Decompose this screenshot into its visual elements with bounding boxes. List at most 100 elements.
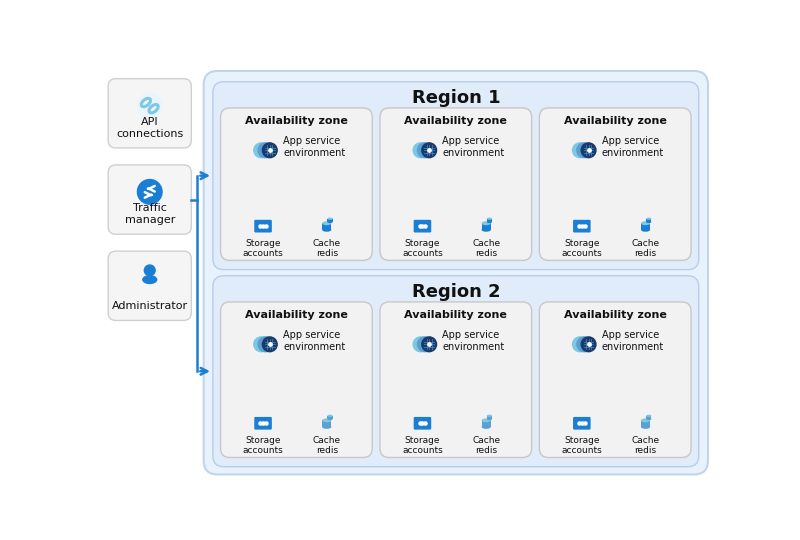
Text: Region 2: Region 2 bbox=[411, 284, 500, 301]
Text: Cache
redis: Cache redis bbox=[313, 239, 341, 258]
Ellipse shape bbox=[482, 418, 490, 422]
Circle shape bbox=[258, 143, 273, 158]
Circle shape bbox=[413, 337, 428, 352]
Text: App service
environment: App service environment bbox=[442, 330, 505, 352]
Ellipse shape bbox=[482, 221, 490, 225]
Circle shape bbox=[254, 143, 269, 158]
Circle shape bbox=[258, 337, 273, 352]
Circle shape bbox=[138, 93, 162, 118]
Text: Availability zone: Availability zone bbox=[404, 309, 507, 320]
FancyBboxPatch shape bbox=[380, 302, 532, 457]
Text: App service
environment: App service environment bbox=[442, 137, 505, 158]
Text: Availability zone: Availability zone bbox=[245, 116, 348, 126]
Text: Availability zone: Availability zone bbox=[245, 309, 348, 320]
Circle shape bbox=[573, 337, 587, 352]
Polygon shape bbox=[327, 219, 333, 222]
Circle shape bbox=[422, 337, 437, 352]
Ellipse shape bbox=[487, 418, 492, 420]
Text: Storage
accounts: Storage accounts bbox=[242, 239, 283, 258]
Polygon shape bbox=[322, 420, 331, 427]
FancyBboxPatch shape bbox=[539, 108, 691, 260]
Ellipse shape bbox=[143, 276, 157, 284]
FancyBboxPatch shape bbox=[108, 251, 191, 320]
Text: App service
environment: App service environment bbox=[602, 330, 664, 352]
FancyBboxPatch shape bbox=[221, 302, 372, 457]
Ellipse shape bbox=[641, 221, 650, 225]
Ellipse shape bbox=[327, 415, 333, 417]
Text: Availability zone: Availability zone bbox=[404, 116, 507, 126]
Circle shape bbox=[418, 143, 432, 158]
Text: App service
environment: App service environment bbox=[283, 330, 346, 352]
Ellipse shape bbox=[327, 418, 333, 420]
Polygon shape bbox=[322, 223, 331, 230]
FancyBboxPatch shape bbox=[380, 108, 532, 260]
Ellipse shape bbox=[646, 221, 651, 223]
Polygon shape bbox=[487, 219, 492, 222]
Ellipse shape bbox=[487, 221, 492, 223]
Circle shape bbox=[262, 143, 277, 158]
Text: Availability zone: Availability zone bbox=[564, 309, 666, 320]
Polygon shape bbox=[646, 416, 651, 419]
FancyBboxPatch shape bbox=[414, 220, 431, 233]
FancyBboxPatch shape bbox=[108, 79, 191, 148]
Text: Region 1: Region 1 bbox=[411, 90, 500, 107]
Text: Traffic
manager: Traffic manager bbox=[125, 204, 175, 225]
Ellipse shape bbox=[322, 418, 331, 422]
Circle shape bbox=[418, 337, 432, 352]
FancyBboxPatch shape bbox=[254, 220, 272, 233]
Polygon shape bbox=[327, 416, 333, 419]
FancyBboxPatch shape bbox=[539, 302, 691, 457]
Text: Storage
accounts: Storage accounts bbox=[402, 239, 443, 258]
Circle shape bbox=[577, 337, 592, 352]
FancyBboxPatch shape bbox=[213, 82, 698, 269]
Circle shape bbox=[581, 143, 596, 158]
FancyBboxPatch shape bbox=[573, 417, 590, 430]
Ellipse shape bbox=[322, 425, 331, 429]
Polygon shape bbox=[482, 420, 490, 427]
Polygon shape bbox=[641, 420, 650, 427]
Circle shape bbox=[138, 179, 162, 204]
Ellipse shape bbox=[327, 218, 333, 220]
Ellipse shape bbox=[641, 425, 650, 429]
Ellipse shape bbox=[327, 221, 333, 223]
FancyBboxPatch shape bbox=[221, 108, 372, 260]
Polygon shape bbox=[487, 416, 492, 419]
Ellipse shape bbox=[646, 415, 651, 417]
Ellipse shape bbox=[322, 221, 331, 225]
Text: Storage
accounts: Storage accounts bbox=[562, 239, 602, 258]
Circle shape bbox=[577, 143, 592, 158]
Text: Storage
accounts: Storage accounts bbox=[402, 436, 443, 455]
Text: Cache
redis: Cache redis bbox=[313, 436, 341, 455]
Text: Cache
redis: Cache redis bbox=[472, 239, 500, 258]
FancyBboxPatch shape bbox=[414, 417, 431, 430]
Ellipse shape bbox=[641, 228, 650, 232]
Text: Cache
redis: Cache redis bbox=[631, 239, 660, 258]
Ellipse shape bbox=[482, 228, 490, 232]
FancyBboxPatch shape bbox=[204, 71, 708, 475]
Ellipse shape bbox=[646, 418, 651, 420]
Text: Cache
redis: Cache redis bbox=[472, 436, 500, 455]
Text: Administrator: Administrator bbox=[112, 301, 188, 311]
Polygon shape bbox=[641, 223, 650, 230]
Circle shape bbox=[254, 337, 269, 352]
Text: API
connections: API connections bbox=[116, 117, 183, 139]
Text: Storage
accounts: Storage accounts bbox=[562, 436, 602, 455]
Text: Cache
redis: Cache redis bbox=[631, 436, 660, 455]
Ellipse shape bbox=[322, 228, 331, 232]
Ellipse shape bbox=[646, 218, 651, 220]
FancyBboxPatch shape bbox=[213, 276, 698, 467]
Polygon shape bbox=[646, 219, 651, 222]
Circle shape bbox=[581, 337, 596, 352]
FancyBboxPatch shape bbox=[108, 165, 191, 234]
Ellipse shape bbox=[487, 218, 492, 220]
Text: App service
environment: App service environment bbox=[283, 137, 346, 158]
Circle shape bbox=[422, 143, 437, 158]
Circle shape bbox=[413, 143, 428, 158]
Text: Storage
accounts: Storage accounts bbox=[242, 436, 283, 455]
Circle shape bbox=[573, 143, 587, 158]
FancyBboxPatch shape bbox=[254, 417, 272, 430]
FancyBboxPatch shape bbox=[573, 220, 590, 233]
Circle shape bbox=[262, 337, 277, 352]
Ellipse shape bbox=[641, 418, 650, 422]
Text: Availability zone: Availability zone bbox=[564, 116, 666, 126]
